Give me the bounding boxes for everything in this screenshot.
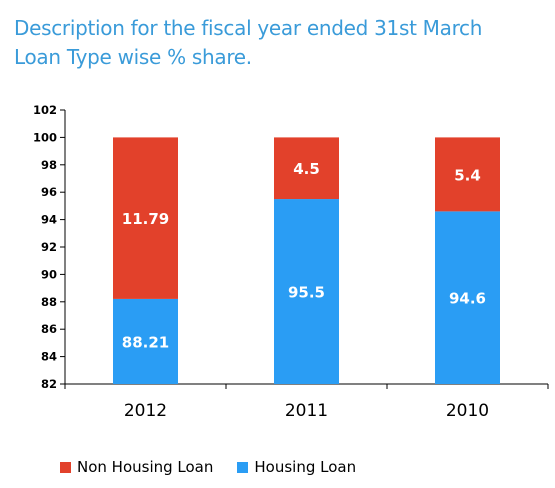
y-tick-label: 94 bbox=[41, 213, 57, 227]
legend: Non Housing Loan Housing Loan bbox=[60, 457, 380, 477]
chart-title-line-1: Description for the fiscal year ended 31… bbox=[14, 16, 483, 40]
y-tick-label: 100 bbox=[33, 130, 57, 144]
bar-non-housing-loan-2011 bbox=[274, 137, 339, 200]
data-label-non-housing-loan-2011: 4.5 bbox=[293, 160, 320, 178]
stacked-bar-chart: 82 84 86 88 90 92 94 96 98 100 102 88.21 11.79 2012 95… bbox=[33, 103, 549, 421]
x-category-label: 2012 bbox=[124, 401, 167, 421]
legend-item-housing: Housing Loan bbox=[237, 458, 356, 476]
bar-non-housing-loan-2010 bbox=[435, 137, 500, 212]
x-category-label: 2011 bbox=[285, 401, 328, 421]
data-label-non-housing-loan-2010: 5.4 bbox=[454, 166, 481, 184]
legend-label-non-housing: Non Housing Loan bbox=[77, 458, 214, 476]
y-tick-label: 98 bbox=[41, 158, 57, 172]
y-tick-label: 90 bbox=[41, 267, 57, 281]
data-label-housing-loan-2012: 88.21 bbox=[122, 333, 169, 351]
y-tick-label: 84 bbox=[41, 350, 57, 364]
y-tick-label: 96 bbox=[41, 185, 57, 199]
y-tick-label: 86 bbox=[41, 322, 57, 336]
bar-non-housing-loan-2012 bbox=[113, 137, 178, 299]
legend-swatch-housing bbox=[237, 461, 249, 473]
chart-title: Description for the fiscal year ended 31… bbox=[14, 14, 549, 72]
y-tick-label: 82 bbox=[41, 377, 57, 391]
bar-housing-loan-2011 bbox=[274, 199, 339, 384]
y-tick-label: 92 bbox=[41, 240, 57, 254]
y-tick-label: 102 bbox=[33, 103, 57, 117]
data-label-housing-loan-2011: 95.5 bbox=[288, 284, 325, 302]
x-category-label: 2010 bbox=[446, 401, 489, 421]
data-label-housing-loan-2010: 94.6 bbox=[449, 290, 486, 308]
bar-housing-loan-2010 bbox=[435, 211, 500, 384]
y-tick-label: 88 bbox=[41, 295, 57, 309]
bar-housing-loan-2012 bbox=[113, 298, 178, 384]
legend-label-housing: Housing Loan bbox=[254, 458, 357, 476]
data-label-non-housing-loan-2012: 11.79 bbox=[122, 210, 169, 228]
legend-swatch-non-housing bbox=[60, 461, 71, 473]
legend-item-non-housing: Non Housing Loan bbox=[60, 458, 213, 476]
chart-title-line-2: Loan Type wise % share. bbox=[14, 45, 252, 69]
